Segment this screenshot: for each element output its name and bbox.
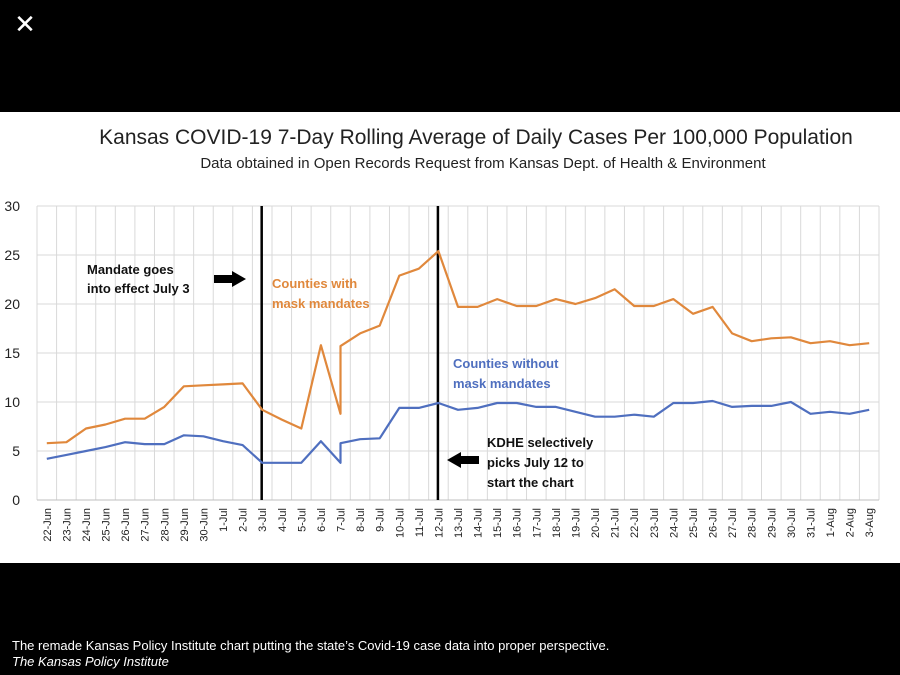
x-tick-label: 26-Jul: [708, 508, 720, 538]
x-tick-label: 1-Aug: [825, 508, 837, 537]
x-tick-label: 26-Jun: [120, 508, 132, 542]
x-tick-label: 17-Jul: [531, 508, 543, 538]
x-tick-label: 6-Jul: [316, 508, 328, 532]
x-tick-label: 9-Jul: [375, 508, 387, 532]
right-arrow-icon: [214, 271, 246, 287]
caption: The remade Kansas Policy Institute chart…: [12, 638, 609, 670]
x-tick-label: 1-Jul: [218, 508, 230, 532]
with-mandate-label-line2: mask mandates: [272, 296, 370, 311]
without-mandate-label-line2: mask mandates: [453, 376, 551, 391]
kdhe-annotation-line1: KDHE selectively: [487, 435, 594, 450]
y-tick-label: 20: [4, 296, 20, 312]
x-tick-label: 20-Jul: [590, 508, 602, 538]
x-tick-label: 27-Jul: [727, 508, 739, 538]
mandate-annotation-line1: Mandate goes: [87, 262, 174, 277]
x-tick-label: 13-Jul: [453, 508, 465, 538]
x-tick-label: 28-Jul: [747, 508, 759, 538]
x-tick-label: 22-Jul: [629, 508, 641, 538]
kdhe-annotation-line2: picks July 12 to: [487, 455, 584, 470]
x-tick-label: 29-Jul: [766, 508, 778, 538]
mandate-annotation-line2: into effect July 3: [87, 281, 190, 296]
x-tick-label: 15-Jul: [492, 508, 504, 538]
x-tick-label: 19-Jul: [570, 508, 582, 538]
chart-panel: Kansas COVID-19 7-Day Rolling Average of…: [0, 112, 900, 563]
x-tick-label: 3-Jul: [257, 508, 269, 532]
x-tick-label: 27-Jun: [140, 508, 152, 542]
chart-subtitle: Data obtained in Open Records Request fr…: [200, 155, 766, 172]
close-icon[interactable]: ✕: [14, 10, 36, 40]
x-tick-label: 29-Jun: [179, 508, 191, 542]
y-tick-label: 25: [4, 247, 20, 263]
x-tick-label: 22-Jun: [42, 508, 54, 542]
x-tick-label: 14-Jul: [473, 508, 485, 538]
x-tick-label: 30-Jul: [786, 508, 798, 538]
x-tick-label: 28-Jun: [159, 508, 171, 542]
x-tick-label: 30-Jun: [198, 508, 210, 542]
x-tick-label: 21-Jul: [610, 508, 622, 538]
x-tick-label: 4-Jul: [277, 508, 289, 532]
y-tick-label: 0: [12, 492, 20, 508]
x-tick-label: 18-Jul: [551, 508, 563, 538]
caption-credit: The Kansas Policy Institute: [12, 654, 169, 669]
y-tick-label: 15: [4, 345, 20, 361]
x-tick-label: 5-Jul: [296, 508, 308, 532]
chart: Kansas COVID-19 7-Day Rolling Average of…: [4, 126, 880, 542]
series-line-with-mandates: [46, 250, 870, 445]
x-tick-label: 16-Jul: [512, 508, 524, 538]
x-tick-label: 12-Jul: [433, 508, 445, 538]
series-line-without-mandates: [46, 399, 870, 464]
x-tick-label: 23-Jun: [61, 508, 73, 542]
y-tick-label: 5: [12, 443, 20, 459]
x-tick-label: 2-Aug: [845, 508, 857, 537]
caption-text: The remade Kansas Policy Institute chart…: [12, 638, 610, 653]
x-tick-label: 3-Aug: [864, 508, 876, 537]
x-tick-label: 10-Jul: [394, 508, 406, 538]
kdhe-annotation-line3: start the chart: [487, 475, 574, 490]
x-tick-label: 24-Jul: [668, 508, 680, 538]
x-tick-label: 11-Jul: [414, 508, 426, 537]
x-tick-label: 7-Jul: [336, 508, 348, 532]
x-tick-label: 8-Jul: [355, 508, 367, 532]
x-tick-label: 31-Jul: [805, 508, 817, 538]
without-mandate-label-line1: Counties without: [453, 356, 559, 371]
left-arrow-icon: [447, 452, 479, 468]
y-tick-label: 30: [4, 198, 20, 214]
y-tick-label: 10: [4, 394, 20, 410]
chart-title: Kansas COVID-19 7-Day Rolling Average of…: [99, 126, 853, 149]
x-tick-label: 23-Jul: [649, 508, 661, 538]
x-tick-label: 2-Jul: [238, 508, 250, 532]
x-tick-label: 25-Jul: [688, 508, 700, 538]
with-mandate-label-line1: Counties with: [272, 276, 357, 291]
x-tick-label: 24-Jun: [81, 508, 93, 542]
x-tick-label: 25-Jun: [101, 508, 113, 542]
